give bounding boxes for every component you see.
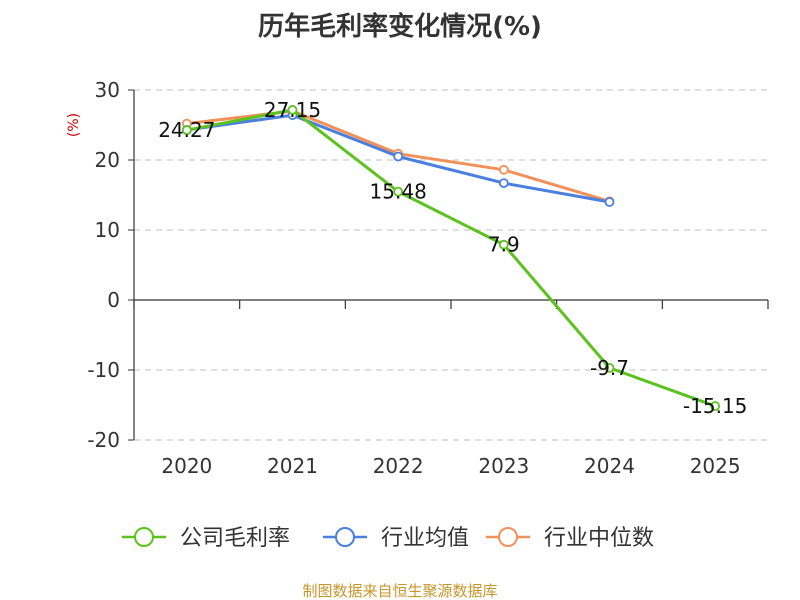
data-label: -9.7 (590, 356, 629, 380)
data-point (604, 197, 615, 207)
legend-marker (335, 527, 355, 547)
data-point (604, 362, 615, 373)
source-note: 制图数据来自恒生聚源数据库 (302, 582, 497, 600)
series-line-0 (186, 108, 716, 408)
axis-layer: 30 20 10 0 -10 -20 2020 2021 2022 2023 2024 2025 (87, 78, 769, 478)
legend-item-2[interactable]: 行业中位数 (486, 526, 654, 551)
x-tick-label: 2024 (584, 454, 635, 478)
data-label: -15.15 (683, 394, 747, 418)
data-point (498, 239, 509, 250)
data-label-layer: 24.27 27.15 15.48 7.9 -9.7 -15.15 (158, 98, 747, 418)
legend-label: 行业均值 (381, 526, 469, 551)
legend[interactable]: 公司毛利率 行业均值 行业中位数 (122, 526, 654, 551)
legend-marker (498, 527, 518, 547)
legend-item-1[interactable]: 行业均值 (323, 526, 469, 551)
chart-title: 历年毛利率变化情况(%) (258, 11, 542, 42)
y-tick-label: 20 (95, 148, 120, 172)
x-tick-label: 2023 (478, 454, 529, 478)
legend-label: 公司毛利率 (180, 526, 290, 551)
x-tick-label: 2022 (373, 454, 424, 478)
y-tick-label: -20 (87, 428, 120, 452)
data-point (393, 151, 404, 162)
data-point (181, 125, 192, 136)
data-point (498, 164, 509, 175)
data-label: 7.9 (488, 233, 520, 257)
legend-label: 行业中位数 (544, 526, 654, 551)
grid-layer (134, 89, 768, 441)
legend-item-0[interactable]: 公司毛利率 (122, 526, 290, 551)
x-tick-label: 2025 (690, 454, 741, 478)
y-tick-label: 0 (107, 288, 120, 312)
y-tick-label: -10 (87, 358, 120, 382)
legend-marker (134, 527, 154, 547)
y-axis-label: (%) (66, 113, 82, 137)
x-tick-label: 2021 (267, 454, 318, 478)
data-point (287, 105, 298, 115)
data-label: 27.15 (264, 98, 321, 122)
x-tick-label: 2020 (161, 454, 212, 478)
data-label: 15.48 (370, 180, 427, 204)
data-point (393, 186, 404, 197)
y-tick-label: 10 (95, 218, 120, 242)
data-label: 24.27 (158, 118, 215, 142)
data-point (498, 178, 509, 189)
data-point (710, 401, 721, 411)
series-layer (181, 105, 721, 411)
y-tick-label: 30 (95, 78, 120, 102)
